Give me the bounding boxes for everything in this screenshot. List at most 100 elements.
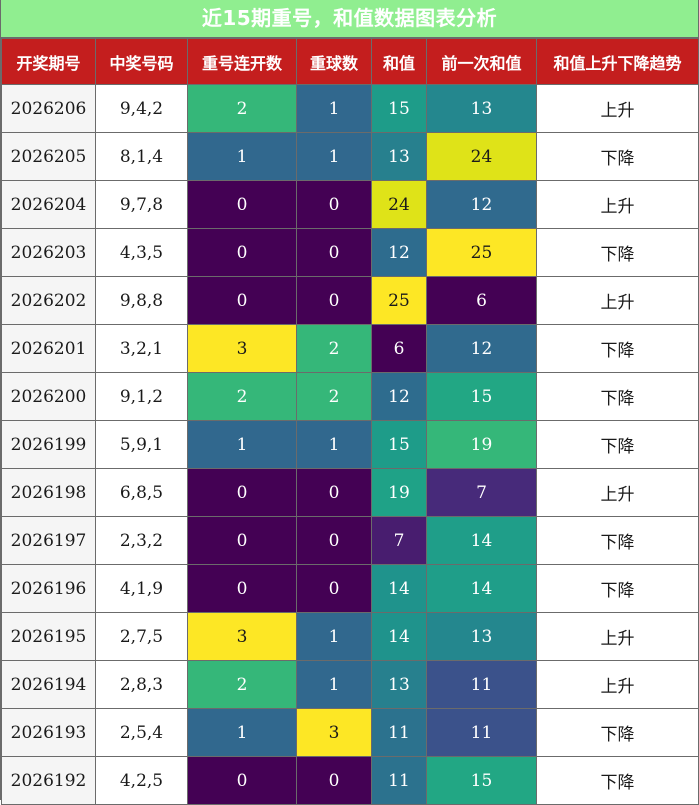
cell-sum: 11: [371, 708, 427, 757]
cell-repeat-balls: 0: [296, 564, 372, 613]
table-row: 2026193 2,5,4 1 3 11 11 下降: [1, 708, 699, 757]
cell-period: 2026192: [1, 756, 96, 805]
cell-repeat-streak: 0: [187, 756, 297, 805]
header-prev-sum: 前一次和值: [426, 38, 537, 85]
table-row: 2026194 2,8,3 2 1 13 11 上升: [1, 660, 699, 709]
cell-numbers: 4,3,5: [95, 228, 188, 277]
cell-repeat-balls: 0: [296, 468, 372, 517]
cell-period: 2026206: [1, 84, 96, 133]
cell-trend: 上升: [536, 468, 699, 517]
cell-prev-sum: 19: [426, 420, 537, 469]
cell-trend: 上升: [536, 180, 699, 229]
cell-prev-sum: 11: [426, 708, 537, 757]
cell-period: 2026203: [1, 228, 96, 277]
table-row: 2026192 4,2,5 0 0 11 15 下降: [1, 756, 699, 805]
table-row: 2026197 2,3,2 0 0 7 14 下降: [1, 516, 699, 565]
cell-period: 2026197: [1, 516, 96, 565]
cell-repeat-streak: 0: [187, 228, 297, 277]
cell-trend: 上升: [536, 660, 699, 709]
header-trend: 和值上升下降趋势: [536, 38, 699, 85]
cell-numbers: 2,3,2: [95, 516, 188, 565]
cell-prev-sum: 14: [426, 516, 537, 565]
cell-numbers: 2,7,5: [95, 612, 188, 661]
cell-numbers: 6,8,5: [95, 468, 188, 517]
cell-repeat-balls: 1: [296, 132, 372, 181]
cell-period: 2026199: [1, 420, 96, 469]
cell-repeat-streak: 0: [187, 564, 297, 613]
cell-trend: 下降: [536, 372, 699, 421]
table-row: 2026195 2,7,5 3 1 14 13 上升: [1, 612, 699, 661]
cell-sum: 6: [371, 324, 427, 373]
header-row: 开奖期号 中奖号码 重号连开数 重球数 和值 前一次和值 和值上升下降趋势: [1, 38, 699, 85]
cell-trend: 下降: [536, 324, 699, 373]
cell-numbers: 4,1,9: [95, 564, 188, 613]
cell-numbers: 9,8,8: [95, 276, 188, 325]
cell-repeat-streak: 2: [187, 84, 297, 133]
cell-numbers: 5,9,1: [95, 420, 188, 469]
table-row: 2026202 9,8,8 0 0 25 6 上升: [1, 276, 699, 325]
table-row: 2026205 8,1,4 1 1 13 24 下降: [1, 132, 699, 181]
cell-prev-sum: 15: [426, 372, 537, 421]
data-table: 开奖期号 中奖号码 重号连开数 重球数 和值 前一次和值 和值上升下降趋势 20…: [1, 38, 699, 805]
cell-period: 2026202: [1, 276, 96, 325]
cell-prev-sum: 6: [426, 276, 537, 325]
cell-repeat-balls: 0: [296, 276, 372, 325]
cell-sum: 25: [371, 276, 427, 325]
cell-numbers: 2,5,4: [95, 708, 188, 757]
cell-sum: 19: [371, 468, 427, 517]
cell-repeat-balls: 1: [296, 420, 372, 469]
cell-repeat-balls: 0: [296, 180, 372, 229]
cell-numbers: 8,1,4: [95, 132, 188, 181]
cell-repeat-balls: 0: [296, 516, 372, 565]
cell-repeat-streak: 1: [187, 420, 297, 469]
cell-sum: 12: [371, 228, 427, 277]
cell-prev-sum: 12: [426, 324, 537, 373]
cell-repeat-balls: 0: [296, 756, 372, 805]
cell-trend: 下降: [536, 420, 699, 469]
cell-repeat-streak: 1: [187, 708, 297, 757]
cell-prev-sum: 12: [426, 180, 537, 229]
cell-prev-sum: 24: [426, 132, 537, 181]
cell-sum: 13: [371, 660, 427, 709]
table-row: 2026198 6,8,5 0 0 19 7 上升: [1, 468, 699, 517]
cell-repeat-balls: 2: [296, 324, 372, 373]
cell-period: 2026198: [1, 468, 96, 517]
cell-period: 2026205: [1, 132, 96, 181]
table-row: 2026206 9,4,2 2 1 15 13 上升: [1, 84, 699, 133]
table-row: 2026199 5,9,1 1 1 15 19 下降: [1, 420, 699, 469]
cell-trend: 下降: [536, 228, 699, 277]
cell-repeat-streak: 0: [187, 180, 297, 229]
cell-period: 2026195: [1, 612, 96, 661]
header-repeat-streak: 重号连开数: [187, 38, 297, 85]
cell-repeat-streak: 0: [187, 468, 297, 517]
cell-sum: 15: [371, 420, 427, 469]
cell-repeat-streak: 3: [187, 324, 297, 373]
cell-repeat-balls: 3: [296, 708, 372, 757]
cell-trend: 下降: [536, 564, 699, 613]
header-sum: 和值: [371, 38, 427, 85]
table-row: 2026200 9,1,2 2 2 12 15 下降: [1, 372, 699, 421]
cell-trend: 上升: [536, 84, 699, 133]
cell-repeat-streak: 3: [187, 612, 297, 661]
cell-prev-sum: 7: [426, 468, 537, 517]
cell-period: 2026200: [1, 372, 96, 421]
cell-numbers: 9,4,2: [95, 84, 188, 133]
cell-sum: 12: [371, 372, 427, 421]
cell-repeat-streak: 0: [187, 276, 297, 325]
cell-sum: 11: [371, 756, 427, 805]
cell-period: 2026196: [1, 564, 96, 613]
cell-trend: 上升: [536, 276, 699, 325]
cell-period: 2026194: [1, 660, 96, 709]
header-numbers: 中奖号码: [95, 38, 188, 85]
cell-numbers: 9,7,8: [95, 180, 188, 229]
cell-repeat-streak: 1: [187, 132, 297, 181]
cell-numbers: 2,8,3: [95, 660, 188, 709]
cell-sum: 15: [371, 84, 427, 133]
header-period: 开奖期号: [1, 38, 96, 85]
table-row: 2026196 4,1,9 0 0 14 14 下降: [1, 564, 699, 613]
table-row: 2026201 3,2,1 3 2 6 12 下降: [1, 324, 699, 373]
header-repeat-balls: 重球数: [296, 38, 372, 85]
cell-prev-sum: 15: [426, 756, 537, 805]
cell-repeat-streak: 2: [187, 372, 297, 421]
cell-repeat-streak: 2: [187, 660, 297, 709]
